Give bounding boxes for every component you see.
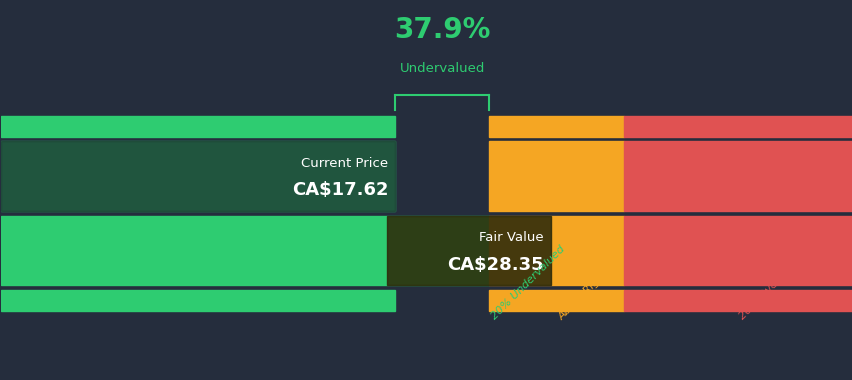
Bar [623,116,850,137]
Bar [623,141,850,211]
Bar [623,216,850,285]
Text: Undervalued: Undervalued [399,62,484,74]
Text: 20% Undervalued: 20% Undervalued [489,244,567,321]
Bar [2,116,394,137]
Bar [489,116,623,137]
Bar [2,141,394,211]
Bar [2,290,394,311]
Bar [489,141,623,211]
Text: CA$28.35: CA$28.35 [446,255,544,274]
Text: Current Price: Current Price [301,157,388,170]
Bar [623,290,850,311]
Text: 37.9%: 37.9% [394,16,490,44]
Bar [489,290,623,311]
Bar [2,141,394,211]
Text: 20% Overvalued: 20% Overvalued [737,249,809,321]
Bar [386,216,550,285]
Bar [2,216,489,285]
Text: About Right: About Right [556,268,609,321]
Text: Fair Value: Fair Value [479,231,544,244]
Bar [489,216,623,285]
Text: CA$17.62: CA$17.62 [291,181,388,199]
